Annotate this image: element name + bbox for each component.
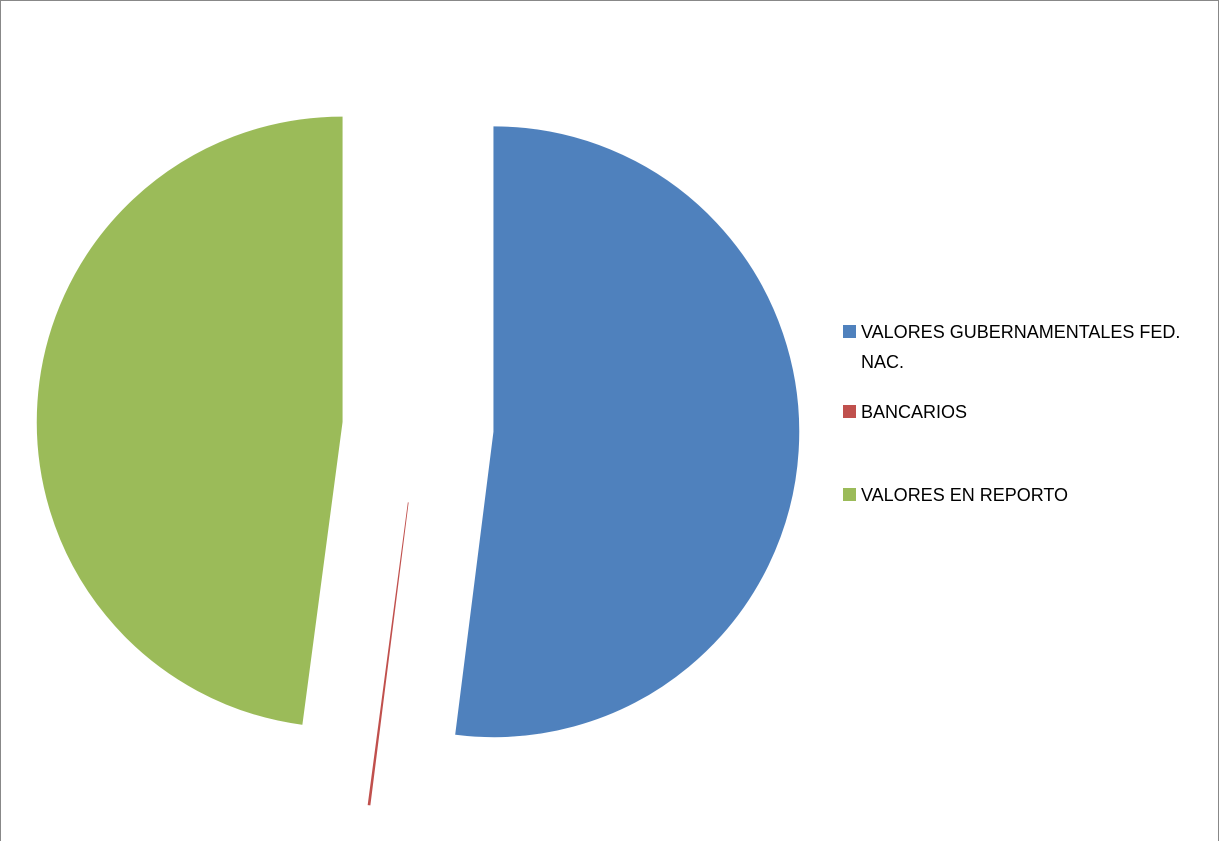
pie-slice: [36, 116, 343, 725]
pie-slice: [367, 502, 409, 806]
legend-item: VALORES EN REPORTO: [843, 480, 1203, 510]
legend-swatch: [843, 325, 856, 338]
legend-swatch: [843, 405, 856, 418]
pie-area: [36, 116, 800, 806]
legend-label: VALORES GUBERNAMENTALES FED. NAC.: [861, 322, 1181, 372]
legend-label: BANCARIOS: [861, 402, 968, 422]
legend-swatch: [843, 488, 856, 501]
legend-item: BANCARIOS: [843, 397, 1203, 427]
legend-label: VALORES EN REPORTO: [861, 485, 1069, 505]
legend-item: VALORES GUBERNAMENTALES FED. NAC.: [843, 317, 1203, 377]
pie-slice: [455, 126, 800, 738]
